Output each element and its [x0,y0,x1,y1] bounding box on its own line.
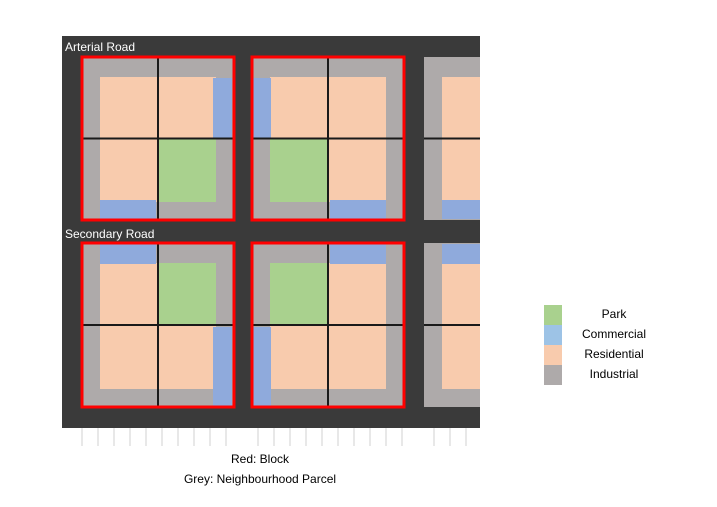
arterial-road-label: Arterial Road [65,40,136,54]
secondary-road-label: Secondary Road [65,227,155,241]
commercial-strip [442,200,480,219]
residential-area [100,138,158,202]
park-area [270,263,328,325]
residential-area [328,77,386,139]
legend-label-industrial: Industrial [589,367,639,381]
park-area [158,138,216,202]
legend-swatch-park [544,305,562,325]
block-outline [250,55,406,222]
legend-swatch-industrial [544,365,562,385]
caption-block: Red: Block [230,452,290,466]
residential-area [100,263,158,325]
legend-swatch-commercial [544,325,562,345]
legend-label-commercial: Commercial [581,327,646,341]
residential-area [270,77,328,139]
park-area [158,263,216,325]
parcel-block [80,241,236,409]
commercial-strip [330,200,386,219]
frontage-strip [252,428,404,448]
partial-parcel [424,57,480,220]
commercial-strip [442,244,480,264]
legend-label-residential: Residential [584,347,644,361]
legend-item-commercial: Commercial [544,324,684,345]
commercial-strip [253,327,271,407]
parcel-block [250,55,406,222]
residential-area [100,325,158,389]
legend-swatch-residential [544,345,562,365]
frontage-strip [424,428,480,448]
block-outline [80,55,236,222]
commercial-strip [253,78,271,138]
residential-area [100,77,158,139]
residential-area [270,325,328,389]
legend-item-residential: Residential [544,344,684,365]
commercial-strip [213,78,232,138]
residential-area [328,325,386,389]
block-outline [80,241,236,409]
commercial-strip [213,327,232,407]
parcel-block [250,241,406,409]
parcel-block [80,55,236,222]
block-outline [250,241,406,409]
commercial-strip [330,244,386,264]
park-area [270,138,328,202]
commercial-strip [100,200,156,219]
legend-item-park: Park [544,304,684,325]
neighbourhood-parcels [80,55,480,409]
residential-area [158,77,216,139]
legend: Park Commercial Residential Industrial [544,304,684,385]
residential-area [328,263,386,325]
partial-parcel [424,243,480,407]
legend-item-industrial: Industrial [544,364,684,385]
residential-area [328,138,386,202]
legend-label-park: Park [601,307,627,321]
commercial-strip [100,244,156,264]
caption-parcel: Grey: Neighbourhood Parcel [183,472,337,486]
residential-area [158,325,216,389]
frontage-lot-lines [81,428,480,448]
